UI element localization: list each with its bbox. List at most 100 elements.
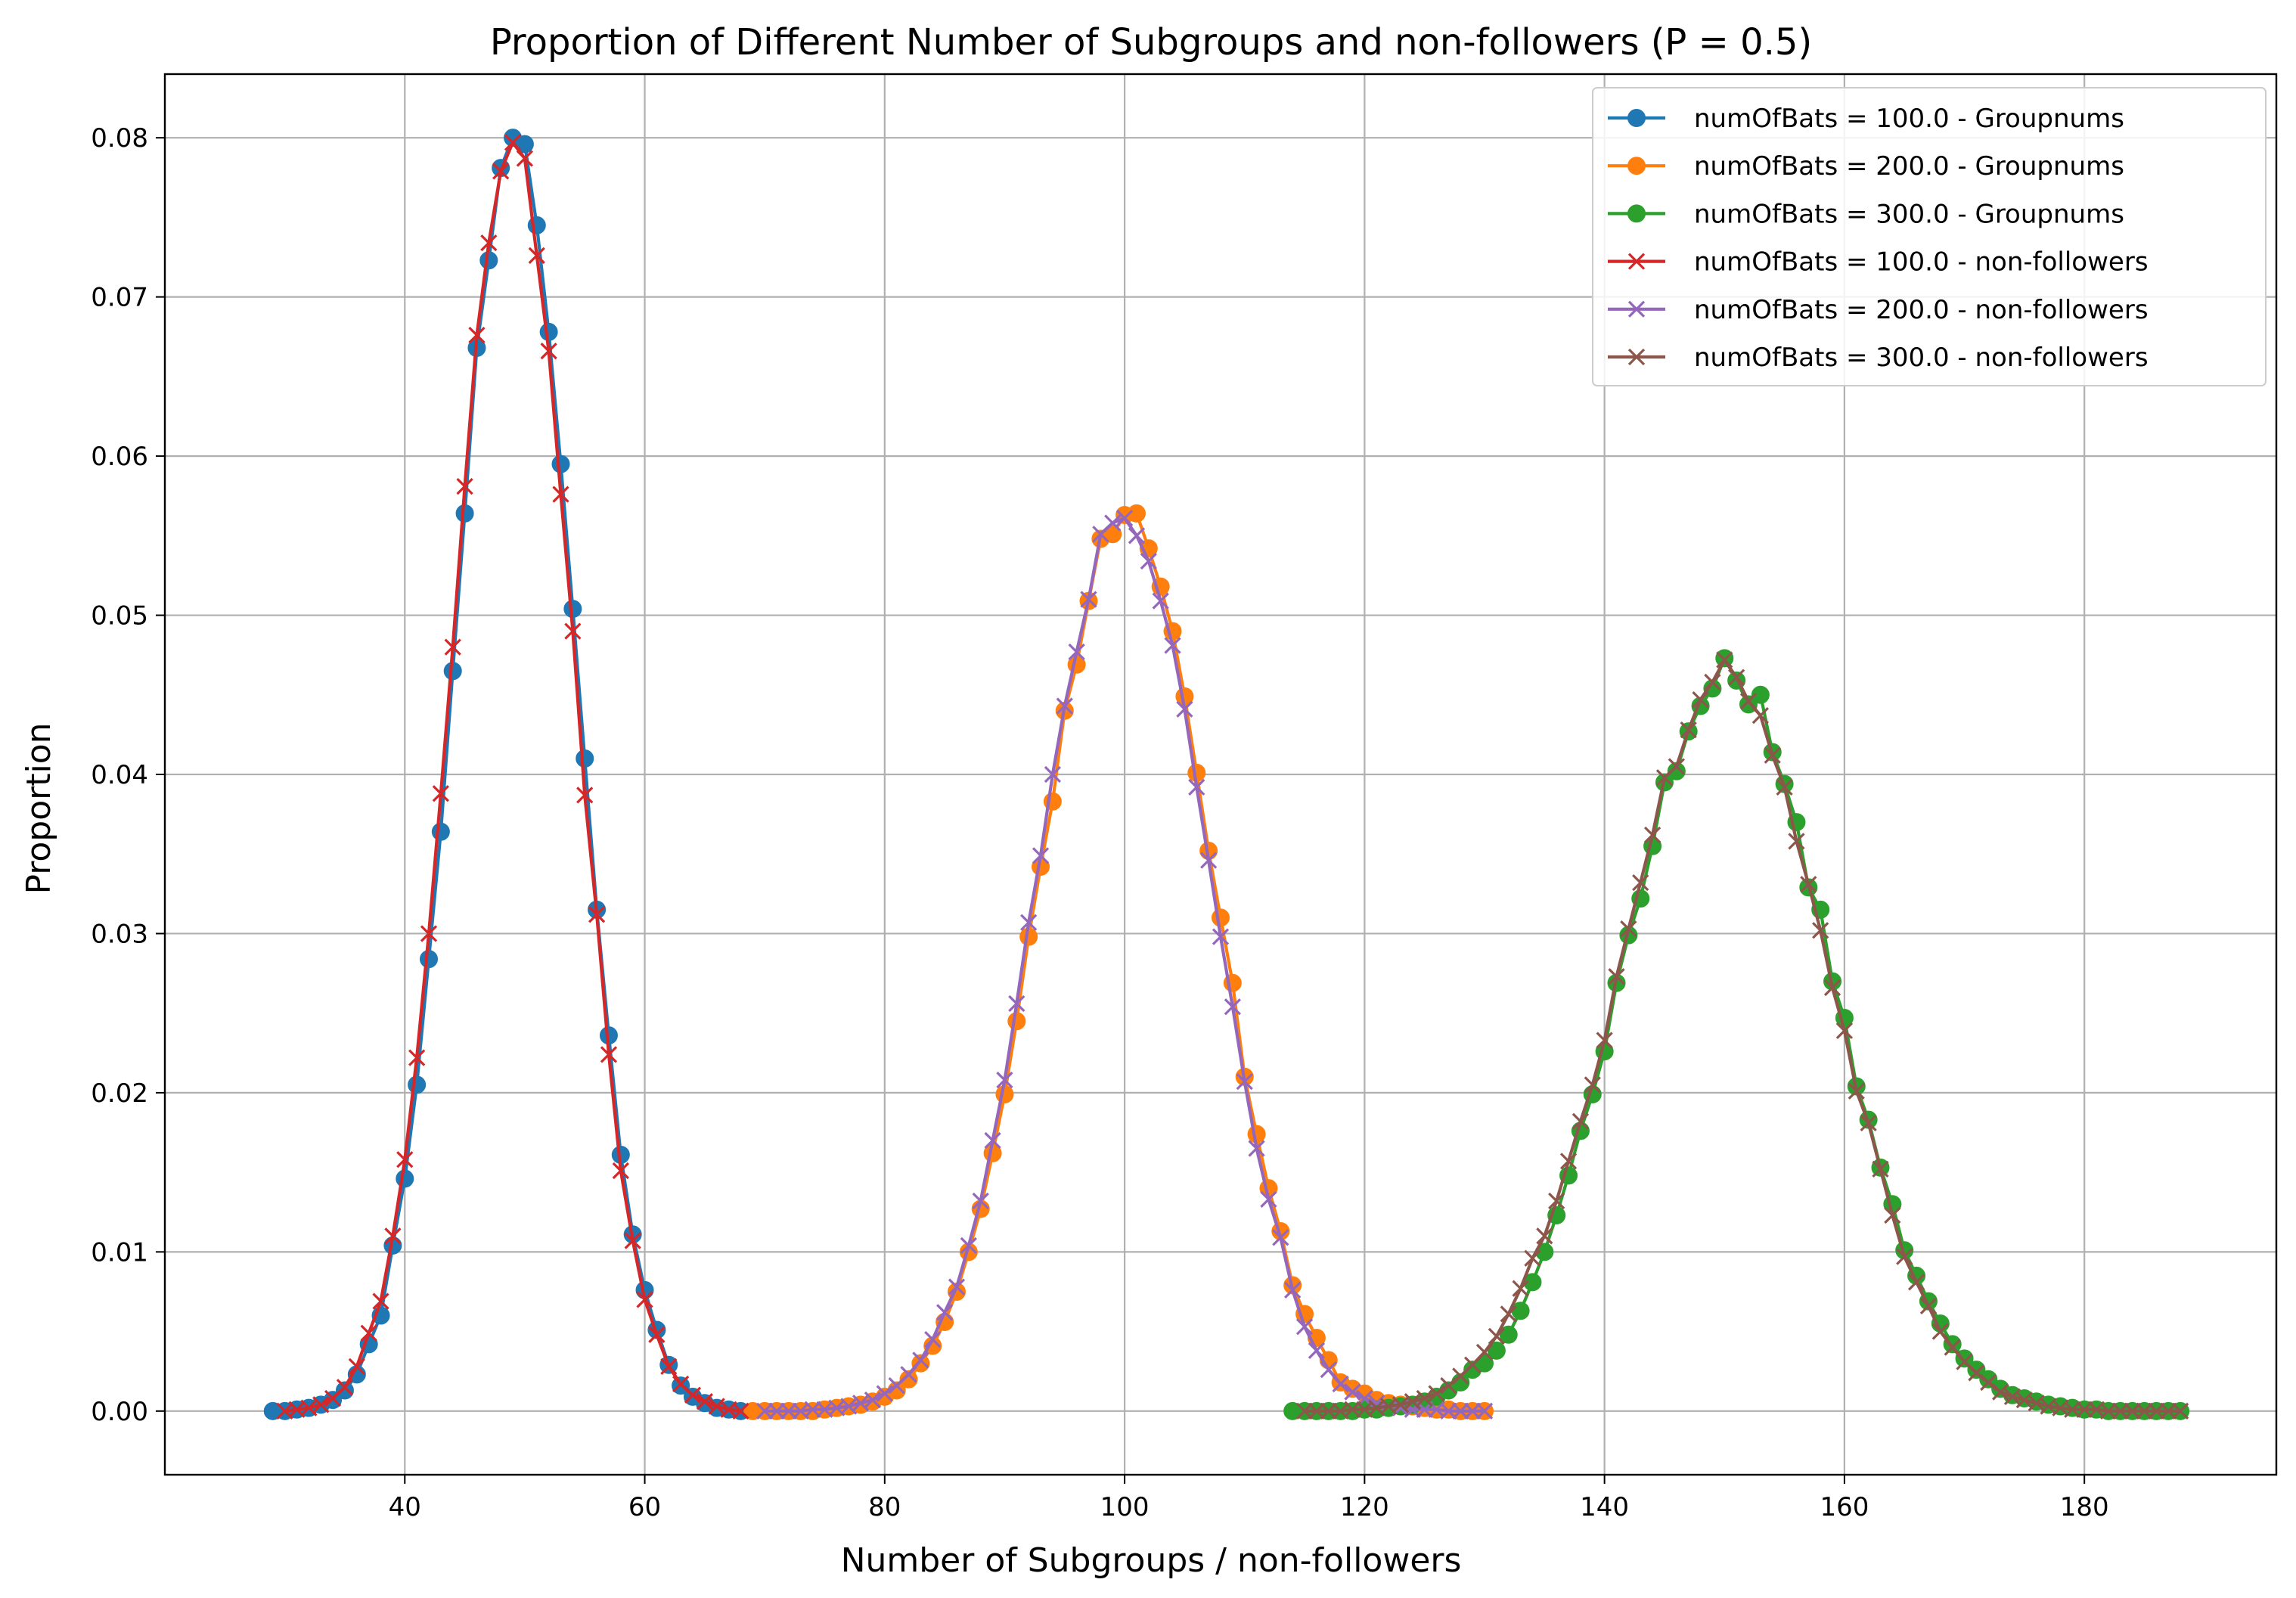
legend-marker — [1627, 300, 1646, 318]
x-marker-stroke — [2028, 1395, 2045, 1412]
x-marker-stroke — [1044, 765, 1062, 783]
x-marker-stroke — [1416, 1389, 1433, 1407]
x-marker-stroke — [1128, 527, 1146, 545]
x-marker-stroke — [1140, 552, 1157, 570]
data-point — [1907, 1274, 1925, 1291]
data-point — [1332, 1375, 1349, 1393]
x-marker-stroke — [1548, 1192, 1565, 1210]
x-marker-stroke — [1284, 1281, 1302, 1299]
data-point — [612, 1162, 629, 1180]
data-point — [1968, 1364, 1985, 1382]
data-point — [1632, 873, 1649, 892]
data-point — [1896, 1248, 1913, 1265]
data-point — [1919, 1297, 1938, 1315]
x-marker-stroke — [1344, 1383, 1361, 1401]
x-marker-stroke — [1320, 1402, 1337, 1420]
data-point — [432, 785, 449, 802]
x-marker-stroke — [924, 1330, 942, 1348]
data-point — [516, 150, 534, 167]
x-marker-stroke — [732, 1402, 749, 1420]
x-marker-stroke — [1668, 758, 1685, 775]
data-point — [2171, 1402, 2189, 1420]
x-marker-stroke — [1440, 1377, 1457, 1395]
data-point — [1248, 1140, 1265, 1157]
data-point — [1200, 852, 1218, 869]
x-tick-label: 80 — [868, 1492, 901, 1522]
data-point — [1704, 673, 1721, 691]
x-marker-stroke — [1627, 300, 1646, 318]
data-point — [1512, 1280, 1529, 1297]
data-point — [1320, 1402, 1337, 1420]
data-point — [876, 1385, 893, 1402]
x-marker-stroke — [552, 486, 569, 503]
data-point — [648, 1326, 666, 1343]
data-point — [924, 1330, 942, 1348]
data-point — [1872, 1160, 1889, 1178]
x-marker-stroke — [312, 1396, 330, 1413]
x-marker-stroke — [444, 638, 461, 656]
x-marker-stroke — [864, 1391, 882, 1409]
data-point — [1979, 1370, 1998, 1389]
x-marker-stroke — [1627, 253, 1646, 270]
data-point — [1860, 1114, 1877, 1132]
data-point — [960, 1237, 977, 1255]
data-point — [1835, 1022, 1854, 1039]
data-point — [420, 925, 438, 942]
x-marker-stroke — [876, 1385, 893, 1402]
x-marker-stroke — [1848, 1082, 1865, 1100]
x-marker-stroke — [1968, 1364, 1985, 1382]
data-point — [1272, 1229, 1289, 1246]
x-marker-stroke — [1835, 1022, 1854, 1039]
data-point — [1536, 1227, 1553, 1245]
data-point — [348, 1358, 365, 1376]
data-point — [1295, 1318, 1314, 1336]
x-marker-stroke — [708, 1398, 725, 1415]
data-point — [1559, 1153, 1578, 1170]
x-tick-label: 140 — [1580, 1492, 1629, 1522]
series-5 — [756, 510, 1494, 1420]
legend-label: numOfBats = 100.0 - Groupnums — [1694, 104, 2124, 134]
x-marker-stroke — [1812, 922, 1829, 939]
data-point — [780, 1402, 798, 1420]
x-marker-stroke — [2015, 1391, 2033, 1409]
data-point — [1848, 1082, 1865, 1100]
x-marker-stroke — [576, 787, 594, 804]
data-point — [552, 486, 569, 503]
data-point — [1224, 998, 1241, 1016]
x-marker-stroke — [588, 906, 606, 923]
data-point — [527, 216, 546, 234]
data-point — [1344, 1401, 1361, 1418]
data-point — [1967, 1361, 1986, 1379]
x-tick-label: 160 — [1820, 1492, 1869, 1522]
x-marker-stroke — [468, 327, 486, 344]
data-point — [864, 1391, 882, 1409]
series-line — [1292, 656, 2181, 1413]
y-tick-label: 0.06 — [91, 442, 148, 472]
x-marker-stroke — [1788, 833, 1805, 850]
data-point — [1475, 1343, 1494, 1361]
legend-label: numOfBats = 300.0 - non-followers — [1694, 343, 2149, 373]
data-point — [1104, 514, 1122, 532]
data-point — [1068, 643, 1085, 661]
y-tick-label: 0.04 — [91, 760, 148, 790]
data-point — [708, 1398, 725, 1415]
data-point — [1392, 1396, 1410, 1413]
data-point — [852, 1395, 870, 1412]
data-point — [1416, 1389, 1433, 1407]
x-marker-stroke — [1344, 1401, 1361, 1418]
x-marker-stroke — [1104, 514, 1122, 532]
legend: numOfBats = 100.0 - Groupnums numOfBats =… — [1592, 87, 2267, 386]
data-point — [600, 1046, 618, 1063]
x-marker-stroke — [1260, 1190, 1277, 1209]
y-tick-label: 0.03 — [91, 919, 148, 949]
series-layer — [263, 129, 2190, 1420]
data-point — [1164, 637, 1181, 654]
x-marker-stroke — [1164, 637, 1181, 654]
x-marker-stroke — [1224, 998, 1241, 1016]
series-line — [1305, 658, 2181, 1413]
data-point — [768, 1402, 786, 1420]
data-point — [1596, 1032, 1613, 1049]
x-marker-stroke — [1115, 510, 1134, 527]
series-2 — [743, 504, 1494, 1420]
x-marker-stroke — [1896, 1248, 1913, 1265]
